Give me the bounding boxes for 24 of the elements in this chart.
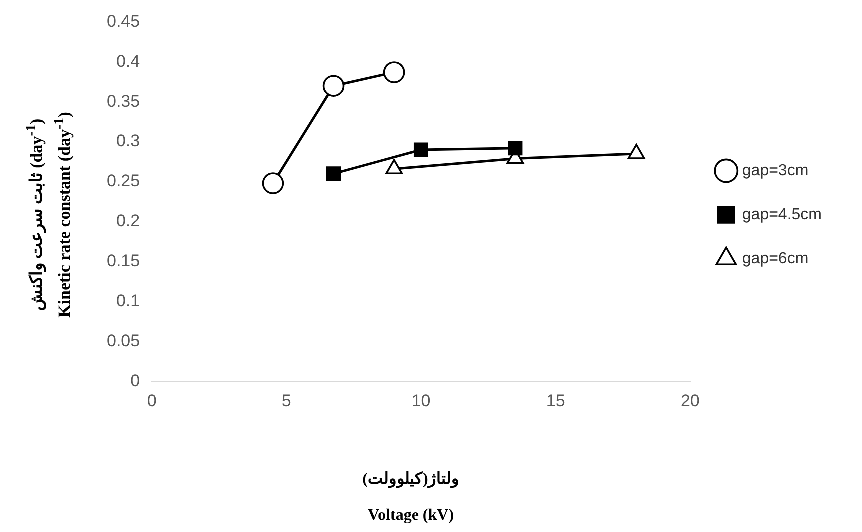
legend-label: gap=3cm (742, 162, 809, 180)
y-tick-label: 0.1 (116, 291, 140, 310)
point (414, 142, 429, 158)
y-tick-label: 0.2 (116, 212, 140, 231)
legend-label: gap=4.5cm (742, 206, 822, 224)
point (326, 166, 342, 182)
point (262, 172, 284, 194)
x-tick-label: 20 (680, 391, 700, 410)
y-tick-label: 0.3 (116, 132, 140, 151)
point (383, 62, 406, 84)
y-tick-label: 0.25 (106, 172, 140, 191)
legend-label: gap=6cm (742, 250, 809, 268)
point (508, 141, 523, 156)
y-tick-label: 0.15 (106, 251, 140, 270)
y-tick-label: 0 (130, 371, 140, 390)
x-tick-label: 15 (546, 391, 566, 410)
y-tick-label: 0.05 (106, 331, 140, 350)
y-tick-label: 0.35 (106, 92, 140, 111)
x-tick-label: 5 (282, 391, 292, 410)
x-tick-label: 10 (412, 391, 431, 410)
y-tick-label: 0.45 (106, 12, 140, 31)
point (322, 75, 345, 97)
y-tick-label: 0.4 (116, 52, 140, 71)
x-tick-label: 0 (147, 391, 157, 410)
